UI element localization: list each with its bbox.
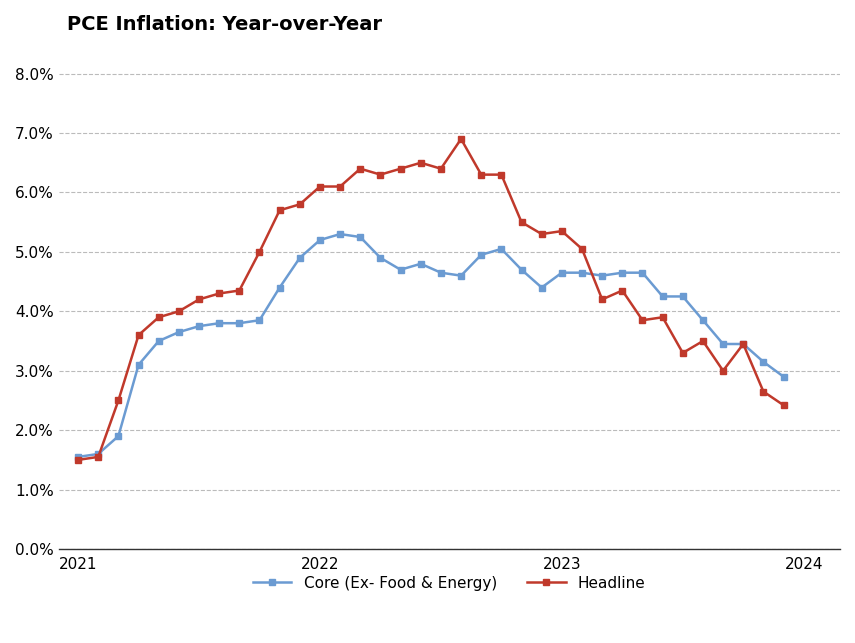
Core (Ex- Food & Energy) — [234, 320, 245, 327]
Core (Ex- Food & Energy) — [315, 236, 325, 244]
Headline — [496, 171, 506, 179]
Headline — [416, 159, 426, 167]
Headline — [597, 296, 607, 303]
Core (Ex- Food & Energy) — [698, 316, 708, 324]
Core (Ex- Food & Energy) — [133, 361, 144, 368]
Headline — [174, 307, 184, 315]
Headline — [758, 388, 769, 395]
Headline — [516, 219, 527, 226]
Headline — [396, 165, 406, 172]
Headline — [234, 287, 245, 294]
Core (Ex- Food & Energy) — [557, 269, 567, 276]
Line: Headline: Headline — [75, 136, 787, 463]
Core (Ex- Food & Energy) — [758, 358, 769, 366]
Headline — [194, 296, 204, 303]
Legend: Core (Ex- Food & Energy), Headline: Core (Ex- Food & Energy), Headline — [247, 570, 652, 597]
Core (Ex- Food & Energy) — [738, 340, 748, 348]
Headline — [557, 227, 567, 235]
Core (Ex- Food & Energy) — [597, 272, 607, 280]
Core (Ex- Food & Energy) — [355, 233, 365, 241]
Core (Ex- Food & Energy) — [416, 260, 426, 267]
Headline — [255, 248, 265, 256]
Headline — [133, 331, 144, 339]
Core (Ex- Food & Energy) — [516, 266, 527, 273]
Core (Ex- Food & Energy) — [113, 432, 123, 440]
Headline — [214, 289, 224, 297]
Line: Core (Ex- Food & Energy): Core (Ex- Food & Energy) — [75, 231, 787, 460]
Core (Ex- Food & Energy) — [295, 254, 305, 262]
Headline — [617, 287, 628, 294]
Headline — [335, 183, 345, 190]
Headline — [315, 183, 325, 190]
Headline — [274, 206, 285, 214]
Core (Ex- Food & Energy) — [335, 230, 345, 238]
Headline — [537, 230, 547, 238]
Core (Ex- Food & Energy) — [73, 453, 83, 461]
Core (Ex- Food & Energy) — [657, 293, 668, 300]
Core (Ex- Food & Energy) — [678, 293, 688, 300]
Core (Ex- Food & Energy) — [93, 450, 103, 458]
Core (Ex- Food & Energy) — [274, 284, 285, 291]
Headline — [93, 453, 103, 461]
Headline — [738, 340, 748, 348]
Headline — [375, 171, 386, 179]
Headline — [476, 171, 486, 179]
Headline — [355, 165, 365, 172]
Core (Ex- Food & Energy) — [375, 254, 386, 262]
Headline — [436, 165, 446, 172]
Core (Ex- Food & Energy) — [255, 316, 265, 324]
Headline — [113, 397, 123, 404]
Core (Ex- Food & Energy) — [577, 269, 587, 276]
Headline — [657, 313, 668, 321]
Headline — [154, 313, 164, 321]
Headline — [678, 349, 688, 357]
Core (Ex- Food & Energy) — [496, 245, 506, 253]
Headline — [577, 245, 587, 253]
Core (Ex- Food & Energy) — [476, 251, 486, 258]
Headline — [698, 337, 708, 345]
Headline — [295, 201, 305, 208]
Core (Ex- Food & Energy) — [396, 266, 406, 273]
Headline — [73, 456, 83, 464]
Core (Ex- Food & Energy) — [718, 340, 728, 348]
Core (Ex- Food & Energy) — [214, 320, 224, 327]
Core (Ex- Food & Energy) — [617, 269, 628, 276]
Core (Ex- Food & Energy) — [778, 373, 788, 381]
Core (Ex- Food & Energy) — [154, 337, 164, 345]
Text: PCE Inflation: Year-over-Year: PCE Inflation: Year-over-Year — [67, 15, 381, 34]
Headline — [637, 316, 647, 324]
Headline — [718, 367, 728, 375]
Headline — [778, 401, 788, 409]
Core (Ex- Food & Energy) — [436, 269, 446, 276]
Core (Ex- Food & Energy) — [174, 329, 184, 336]
Core (Ex- Food & Energy) — [537, 284, 547, 291]
Core (Ex- Food & Energy) — [456, 272, 466, 280]
Core (Ex- Food & Energy) — [637, 269, 647, 276]
Headline — [456, 135, 466, 143]
Core (Ex- Food & Energy) — [194, 322, 204, 330]
